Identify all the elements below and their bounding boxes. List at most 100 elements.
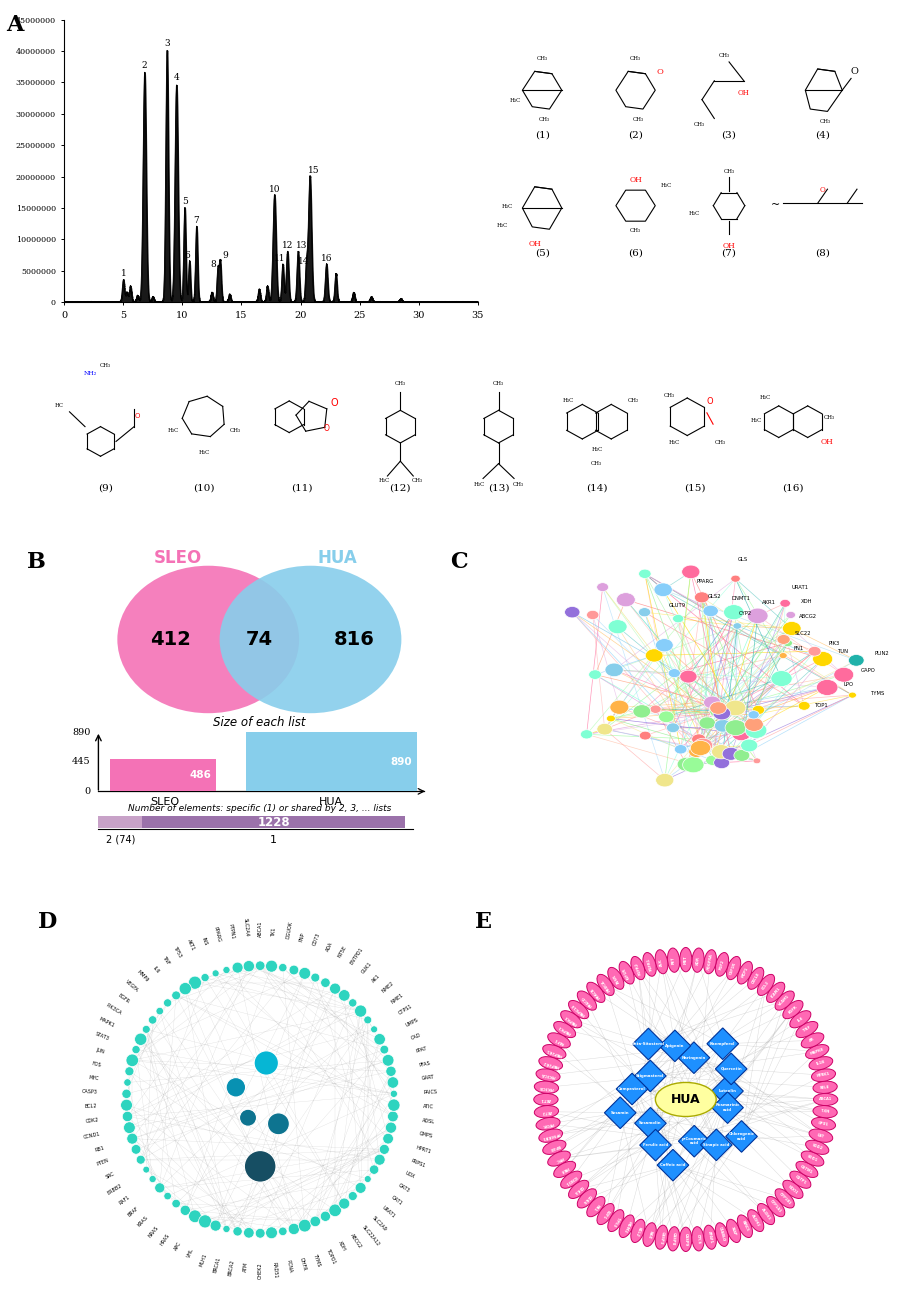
Polygon shape	[678, 1125, 710, 1157]
Ellipse shape	[630, 1219, 645, 1242]
Text: MDM2: MDM2	[622, 1219, 631, 1233]
Circle shape	[223, 1226, 230, 1232]
Circle shape	[299, 968, 311, 980]
Text: CH₃: CH₃	[513, 481, 524, 487]
Text: CYP2: CYP2	[739, 611, 752, 617]
Text: O: O	[706, 397, 713, 406]
Circle shape	[289, 1223, 300, 1235]
Circle shape	[172, 1200, 180, 1207]
Ellipse shape	[783, 1180, 803, 1198]
Text: IL6: IL6	[152, 965, 160, 974]
Circle shape	[777, 635, 790, 644]
Text: O: O	[324, 424, 330, 432]
Text: 14: 14	[299, 256, 310, 265]
Text: CHEK2: CHEK2	[257, 1262, 263, 1279]
Ellipse shape	[801, 1033, 823, 1047]
Circle shape	[688, 745, 704, 757]
Circle shape	[120, 1099, 132, 1111]
Circle shape	[142, 1025, 150, 1033]
Bar	[109, 760, 216, 791]
Text: 16: 16	[321, 254, 333, 263]
Circle shape	[734, 749, 750, 761]
Circle shape	[348, 1192, 357, 1201]
Ellipse shape	[597, 974, 614, 995]
Text: 12: 12	[282, 241, 293, 250]
Circle shape	[382, 1054, 394, 1066]
Circle shape	[339, 1198, 350, 1209]
Text: SLC22: SLC22	[795, 631, 811, 636]
Polygon shape	[707, 1028, 739, 1059]
Text: RAD51: RAD51	[271, 1262, 278, 1279]
Ellipse shape	[809, 1129, 833, 1142]
Circle shape	[125, 1067, 134, 1076]
Ellipse shape	[607, 968, 624, 989]
Circle shape	[709, 701, 727, 714]
Text: NME2: NME2	[380, 981, 395, 994]
Circle shape	[122, 1111, 132, 1121]
Text: ATM: ATM	[243, 1262, 249, 1272]
Text: CYP1A1: CYP1A1	[769, 1200, 782, 1214]
Text: PRKCB: PRKCB	[590, 986, 602, 999]
Text: MCP1: MCP1	[741, 967, 749, 978]
Text: APC: APC	[174, 1241, 183, 1252]
Text: MYC: MYC	[88, 1075, 99, 1081]
Text: HUA: HUA	[671, 1093, 700, 1106]
Circle shape	[223, 967, 230, 973]
Text: BRCA2: BRCA2	[227, 1259, 235, 1276]
Circle shape	[639, 608, 651, 617]
Text: Sesamin: Sesamin	[611, 1111, 630, 1115]
Circle shape	[348, 999, 357, 1007]
Circle shape	[255, 961, 265, 971]
Ellipse shape	[748, 1210, 764, 1232]
Text: CH₃: CH₃	[100, 363, 111, 368]
Text: HPRT1: HPRT1	[415, 1145, 432, 1154]
Circle shape	[680, 670, 697, 683]
Text: O: O	[657, 68, 664, 75]
Text: KRAS: KRAS	[137, 1215, 149, 1228]
Ellipse shape	[536, 1118, 560, 1131]
Text: PPARG: PPARG	[212, 925, 221, 942]
Ellipse shape	[801, 1151, 823, 1166]
Ellipse shape	[655, 950, 668, 973]
Text: CH₃: CH₃	[630, 56, 641, 61]
Ellipse shape	[737, 961, 753, 984]
Text: H₃C: H₃C	[473, 481, 484, 487]
Text: TYMS: TYMS	[312, 1253, 322, 1267]
Circle shape	[383, 1133, 393, 1144]
Text: 1: 1	[120, 269, 126, 278]
Text: SLC22A12: SLC22A12	[360, 1224, 380, 1248]
Text: VEGFA: VEGFA	[124, 980, 140, 994]
Text: NME1: NME1	[390, 993, 404, 1004]
Text: Chlorogenic
acid: Chlorogenic acid	[729, 1132, 754, 1141]
Circle shape	[581, 730, 593, 739]
Ellipse shape	[667, 1227, 680, 1252]
Text: RPS6KB1: RPS6KB1	[541, 1132, 561, 1140]
Polygon shape	[711, 1075, 743, 1107]
Circle shape	[694, 738, 713, 752]
Circle shape	[666, 723, 679, 732]
Text: BIRC5: BIRC5	[741, 1220, 749, 1232]
Circle shape	[134, 1033, 147, 1046]
Text: TP53: TP53	[611, 1215, 620, 1226]
Text: PTEN: PTEN	[96, 1158, 110, 1167]
Text: Stigmasterol: Stigmasterol	[636, 1073, 664, 1079]
Text: KDR: KDR	[696, 956, 700, 964]
Text: TNF: TNF	[802, 1025, 811, 1033]
Bar	[142, 816, 405, 829]
Text: 1: 1	[270, 835, 278, 844]
Ellipse shape	[607, 1210, 624, 1232]
Circle shape	[589, 670, 601, 679]
Ellipse shape	[715, 1223, 729, 1246]
Text: MAPK1: MAPK1	[558, 1024, 572, 1034]
Circle shape	[677, 757, 696, 771]
Circle shape	[364, 1016, 371, 1024]
Text: XIAP: XIAP	[730, 1226, 737, 1236]
Ellipse shape	[569, 1180, 589, 1198]
Circle shape	[741, 739, 758, 752]
Text: SOD2: SOD2	[811, 1144, 823, 1151]
Text: VCAM1: VCAM1	[778, 994, 791, 1007]
Text: Sinapic acid: Sinapic acid	[703, 1142, 730, 1147]
Text: C: C	[450, 552, 468, 572]
Ellipse shape	[757, 974, 775, 995]
Polygon shape	[640, 1129, 672, 1160]
